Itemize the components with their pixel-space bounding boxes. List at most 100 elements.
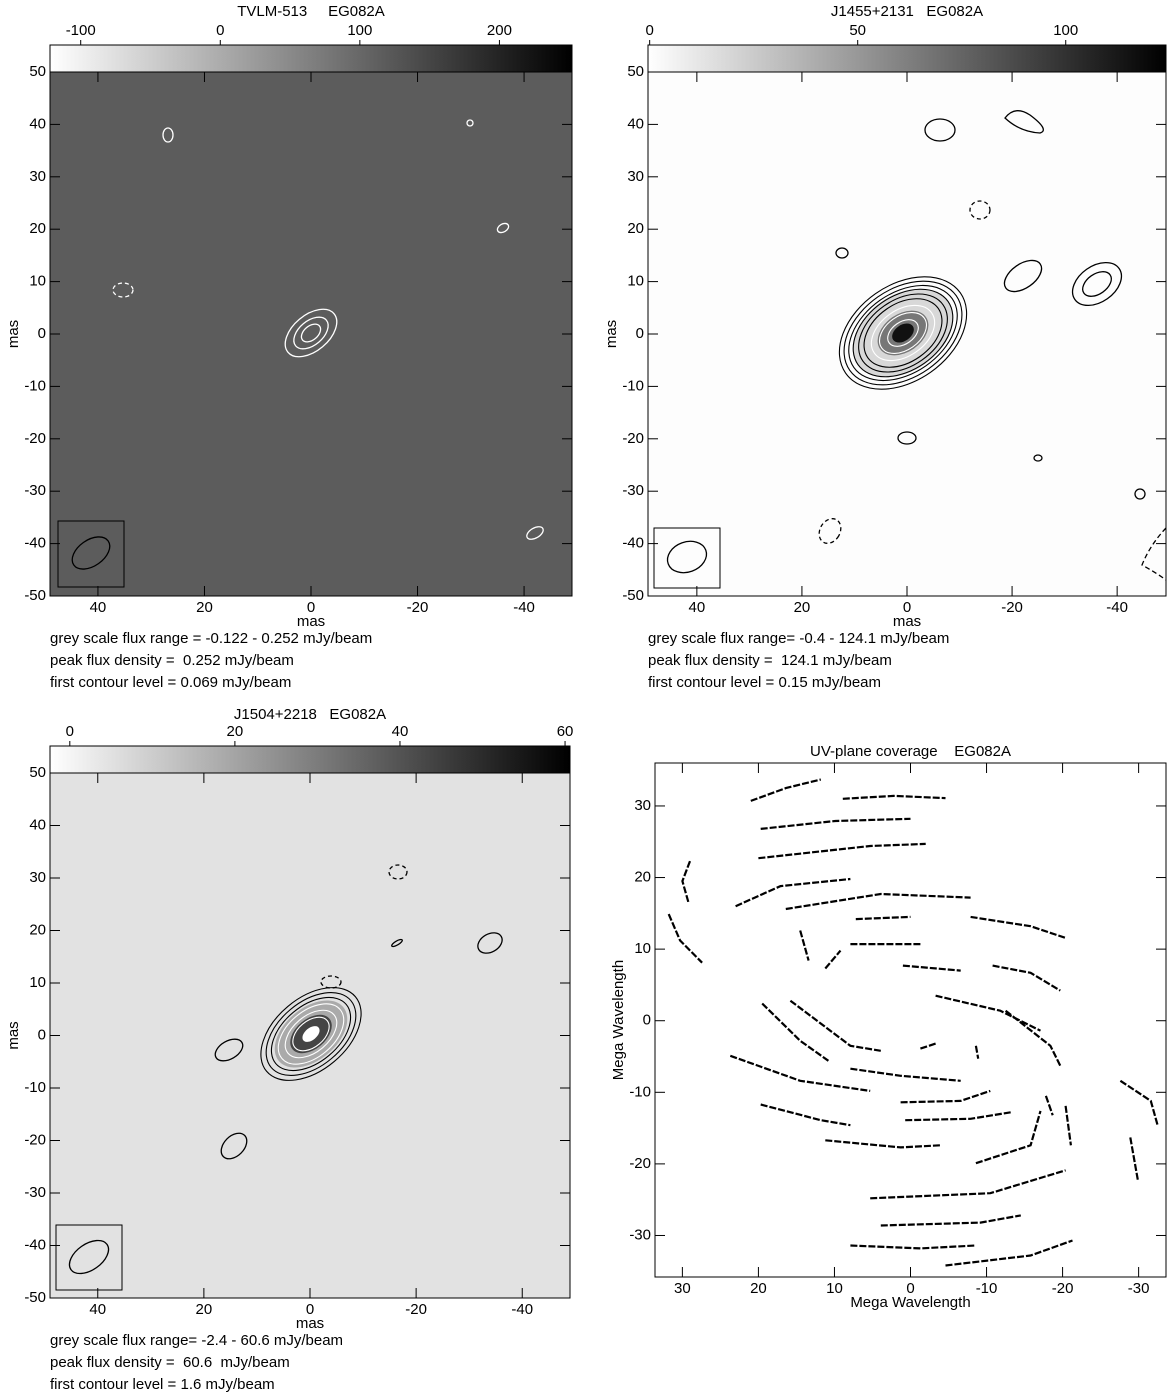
- y-tick-label: 10: [634, 940, 651, 957]
- y-axis-label: mas: [5, 1021, 22, 1049]
- y-tick-label: 40: [627, 115, 644, 132]
- x-tick-label: 20: [794, 599, 811, 616]
- colorbar-tick-label: 60: [557, 723, 574, 740]
- x-tick-label: -40: [511, 1301, 533, 1318]
- x-tick-label: 0: [906, 1280, 914, 1297]
- colorbar-tick-label: -100: [66, 22, 96, 39]
- y-tick-label: -50: [622, 587, 644, 604]
- y-tick-label: -20: [24, 430, 46, 447]
- caption: first contour level = 0.069 mJy/beam: [50, 674, 291, 691]
- y-tick-label: 10: [627, 273, 644, 290]
- colorbar: [49, 745, 571, 774]
- colorbar-tick-label: 100: [1053, 22, 1078, 39]
- y-tick-label: -10: [24, 377, 46, 394]
- map-image: [648, 72, 1167, 596]
- y-tick-label: -40: [24, 535, 46, 552]
- colorbar-tick-label: 40: [392, 723, 409, 740]
- y-tick-label: 50: [627, 63, 644, 80]
- colorbar-tick-label: 0: [66, 723, 74, 740]
- y-tick-label: 10: [29, 273, 46, 290]
- y-tick-label: -30: [24, 1184, 46, 1201]
- x-tick-label: 20: [750, 1280, 767, 1297]
- uv-track: [667, 778, 1159, 1267]
- caption: grey scale flux range = -0.122 - 0.252 m…: [50, 630, 372, 647]
- y-tick-label: 30: [634, 797, 651, 814]
- colorbar-tick-label: 200: [487, 22, 512, 39]
- y-tick-label: 40: [29, 816, 46, 833]
- y-tick-label: -50: [24, 1289, 46, 1306]
- y-tick-label: 0: [643, 1012, 651, 1029]
- map-image: [50, 72, 572, 596]
- y-tick-label: 20: [29, 921, 46, 938]
- x-tick-label: 0: [306, 1301, 314, 1318]
- y-axis-label: mas: [5, 320, 22, 348]
- x-tick-label: 0: [903, 599, 911, 616]
- x-tick-label: 20: [196, 1301, 213, 1318]
- x-tick-label: 40: [90, 599, 107, 616]
- x-axis-label: mas: [296, 1315, 324, 1332]
- x-tick-label: -10: [976, 1280, 998, 1297]
- x-axis-label: mas: [297, 613, 325, 630]
- y-tick-label: 30: [29, 168, 46, 185]
- colorbar-tick-label: 0: [645, 22, 653, 39]
- y-tick-label: -40: [622, 535, 644, 552]
- x-tick-label: 30: [674, 1280, 691, 1297]
- y-tick-label: 0: [38, 1026, 46, 1043]
- y-tick-label: 20: [29, 220, 46, 237]
- y-tick-label: -20: [629, 1155, 651, 1172]
- y-tick-label: 20: [634, 869, 651, 886]
- colorbar-tick-label: 50: [849, 22, 866, 39]
- x-tick-label: 20: [196, 599, 213, 616]
- x-tick-label: -30: [1128, 1280, 1150, 1297]
- x-tick-label: -40: [513, 599, 535, 616]
- y-tick-label: 30: [627, 168, 644, 185]
- chart-title: UV-plane coverage EG082A: [810, 743, 1011, 760]
- chart-title: J1504+2218 EG082A: [234, 706, 386, 723]
- x-tick-label: -20: [1001, 599, 1023, 616]
- y-tick-label: -20: [24, 1131, 46, 1148]
- x-tick-label: -20: [1052, 1280, 1074, 1297]
- y-tick-label: 10: [29, 974, 46, 991]
- caption: first contour level = 1.6 mJy/beam: [50, 1376, 275, 1393]
- y-axis-label: Mega Wavelength: [610, 960, 627, 1080]
- caption: peak flux density = 124.1 mJy/beam: [648, 652, 892, 669]
- map-image: [50, 773, 570, 1298]
- y-tick-label: 30: [29, 869, 46, 886]
- y-tick-label: -40: [24, 1236, 46, 1253]
- x-tick-label: -40: [1106, 599, 1128, 616]
- y-tick-label: -30: [622, 482, 644, 499]
- caption: grey scale flux range= -0.4 - 124.1 mJy/…: [648, 630, 949, 647]
- x-tick-label: -20: [405, 1301, 427, 1318]
- caption: peak flux density = 60.6 mJy/beam: [50, 1354, 290, 1371]
- caption: first contour level = 0.15 mJy/beam: [648, 674, 881, 691]
- y-tick-label: -10: [629, 1083, 651, 1100]
- colorbar: [647, 44, 1167, 73]
- y-tick-label: -10: [622, 377, 644, 394]
- colorbar-tick-label: 0: [216, 22, 224, 39]
- x-tick-label: 40: [689, 599, 706, 616]
- y-tick-label: 20: [627, 220, 644, 237]
- x-tick-label: 10: [826, 1280, 843, 1297]
- y-tick-label: 50: [29, 764, 46, 781]
- x-axis-label: Mega Wavelength: [850, 1294, 970, 1311]
- y-tick-label: -30: [629, 1226, 651, 1243]
- y-tick-label: 50: [29, 63, 46, 80]
- chart-title: J1455+2131 EG082A: [831, 3, 983, 20]
- x-tick-label: 40: [89, 1301, 106, 1318]
- colorbar-tick-label: 20: [227, 723, 244, 740]
- colorbar: [49, 44, 573, 73]
- y-tick-label: 40: [29, 115, 46, 132]
- y-tick-label: -10: [24, 1079, 46, 1096]
- y-tick-label: -20: [622, 430, 644, 447]
- caption: peak flux density = 0.252 mJy/beam: [50, 652, 294, 669]
- chart-title: TVLM-513 EG082A: [237, 3, 385, 20]
- y-tick-label: 0: [38, 325, 46, 342]
- x-tick-label: 0: [307, 599, 315, 616]
- caption: grey scale flux range= -2.4 - 60.6 mJy/b…: [50, 1332, 343, 1349]
- x-tick-label: -20: [407, 599, 429, 616]
- y-tick-label: -30: [24, 482, 46, 499]
- colorbar-tick-label: 100: [347, 22, 372, 39]
- plot-frame: [654, 762, 1167, 1278]
- y-axis-label: mas: [603, 320, 620, 348]
